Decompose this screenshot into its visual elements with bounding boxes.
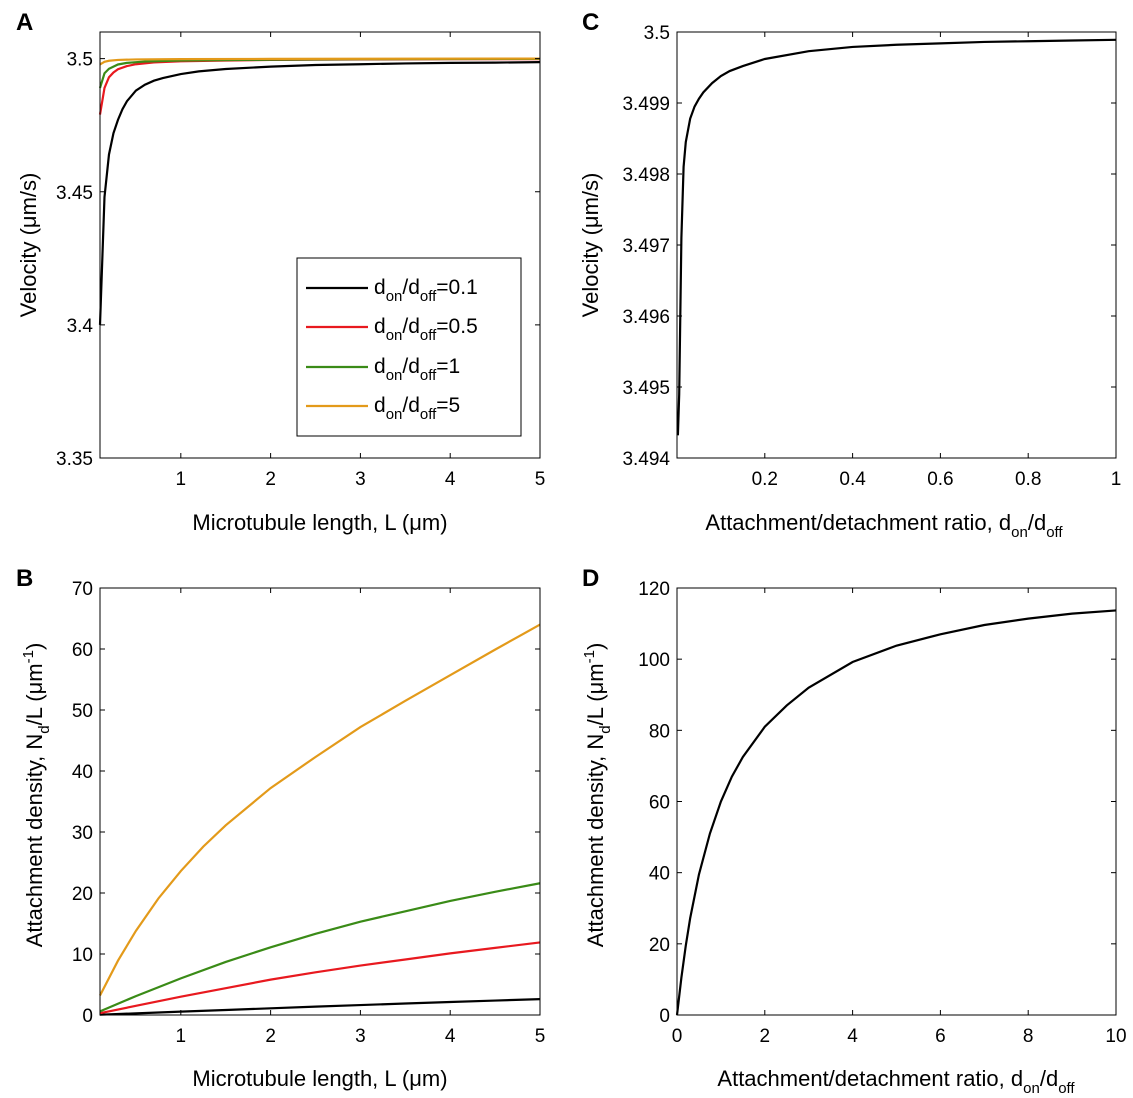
panel-d-ytick-label: 100 [638,650,670,671]
panel-d-letter: D [582,565,599,592]
panel-b-xtick-label: 4 [445,1026,456,1047]
panel-b-series-1-line [99,998,541,1016]
panel-d-ytick-label: 80 [649,721,670,742]
legend-entry-1: don/doff=0.1 [306,276,478,305]
panel-d-ylabel: Attachment density, Nd/L (μm-1) [581,643,614,948]
panel-c-series-1-line [676,38,1117,436]
panel-d-xtick-label: 8 [1023,1026,1034,1047]
panel-c-xtick-label: 1 [1111,469,1122,490]
panel-b-xtick-label: 3 [355,1026,366,1047]
panel-c-ylabel: Velocity (μm/s) [578,173,603,318]
panel-c-ytick-label: 3.499 [622,94,670,115]
panel-c-ytick-label: 3.494 [622,449,670,470]
panel-a: A 1 2 3 4 5 3.35 3.4 3.45 3.5 Microtubule length… [16,9,545,535]
panel-b-ytick-label: 60 [72,640,93,661]
panel-a-xtick-label: 1 [176,469,187,490]
panel-a-series-4-line [99,57,541,66]
panel-a-ytick-label: 3.5 [67,50,93,71]
panel-d-xtick-label: 4 [847,1026,858,1047]
panel-c-ytick-label: 3.495 [622,378,670,399]
panel-b-ytick-label: 70 [72,579,93,600]
panel-c-ytick-label: 3.498 [622,165,670,186]
panel-a-xtick-label: 5 [535,469,546,490]
legend-label-4: don/doff=5 [374,394,460,423]
panel-c-ytick-label: 3.497 [622,236,670,257]
panel-d-series-1-line [675,609,1117,1016]
panel-d-xlabel: Attachment/detachment ratio, don/doff [717,1066,1075,1097]
panel-b-xtick-label: 1 [176,1026,187,1047]
panel-b-series-4-line [99,623,541,996]
panel-b-axes-frame [99,587,541,1016]
panel-b-ytick-label: 30 [72,823,93,844]
panel-d-xtick-label: 10 [1105,1026,1126,1047]
panel-a-xtick-label: 2 [265,469,276,490]
panel-a-plot: 1 2 3 4 5 3.35 3.4 3.45 3.5 [56,31,546,490]
panel-b-xtick-label: 2 [265,1026,276,1047]
panel-c-ytick-label: 3.5 [644,23,670,44]
panel-a-ytick-label: 3.35 [56,449,93,470]
panel-c-axes-frame [676,31,1117,459]
panel-b-ytick-label: 20 [72,884,93,905]
panel-d-xtick-label: 0 [672,1026,683,1047]
panel-a-ylabel: Velocity (μm/s) [16,173,41,318]
panel-d-ytick-label: 40 [649,864,670,885]
panel-b-series-2-line [99,941,541,1015]
panel-c-xtick-label: 0.2 [752,469,778,490]
panel-b-xlabel: Microtubule length, L (μm) [192,1066,447,1091]
legend-label-1: don/doff=0.1 [374,276,478,305]
panel-a-axes-frame [99,31,541,459]
panel-a-ytick-label: 3.4 [67,316,94,337]
panel-c-xtick-label: 0.8 [1015,469,1041,490]
panel-c: C 0.2 0.4 0.6 0.8 1 3.494 3.495 3.496 3.497 3.498… [578,9,1121,541]
panel-b-letter: B [16,565,33,592]
panel-b-ytick-label: 10 [72,945,93,966]
panel-b-ytick-label: 40 [72,762,93,783]
legend-entry-2: don/doff=0.5 [306,315,478,344]
panel-d-xtick-label: 2 [760,1026,771,1047]
panel-a-legend: don/doff=0.1 don/doff=0.5 don/doff=1 don… [296,257,522,437]
panel-c-ytick-label: 3.496 [622,307,670,328]
legend-entry-4: don/doff=5 [306,394,460,423]
panel-d-ytick-label: 60 [649,793,670,814]
panel-a-xtick-label: 3 [355,469,366,490]
panel-c-xtick-label: 0.4 [839,469,866,490]
panel-c-letter: C [582,9,599,36]
panel-c-plot: 0.2 0.4 0.6 0.8 1 3.494 3.495 3.496 3.497 3.498 3.… [622,23,1121,490]
panel-c-xlabel: Attachment/detachment ratio, don/doff [705,510,1063,541]
panel-a-letter: A [16,9,33,36]
legend-label-2: don/doff=0.5 [374,315,478,344]
legend-label-3: don/doff=1 [374,355,460,384]
panel-d-ytick-label: 0 [659,1006,670,1027]
panel-b-ytick-label: 50 [72,701,93,722]
panel-d-axes-frame [676,587,1117,1016]
panel-b-ylabel: Attachment density, Nd/L (μm-1) [20,643,53,948]
panel-a-series-2-line [98,58,540,115]
panel-d-xtick-label: 6 [935,1026,946,1047]
panel-a-xlabel: Microtubule length, L (μm) [192,510,447,535]
panel-d-ytick-label: 20 [649,935,670,956]
panel-a-ytick-label: 3.45 [56,183,93,204]
legend-entry-3: don/doff=1 [306,355,460,384]
panel-d-ytick-label: 120 [638,579,670,600]
panel-b-xtick-label: 5 [535,1026,546,1047]
panel-a-xtick-label: 4 [445,469,456,490]
panel-a-series-1-line [98,60,541,325]
panel-b-ytick-label: 0 [82,1006,93,1027]
panel-b-series-3-line [99,882,541,1013]
panel-c-xtick-label: 0.6 [927,469,953,490]
